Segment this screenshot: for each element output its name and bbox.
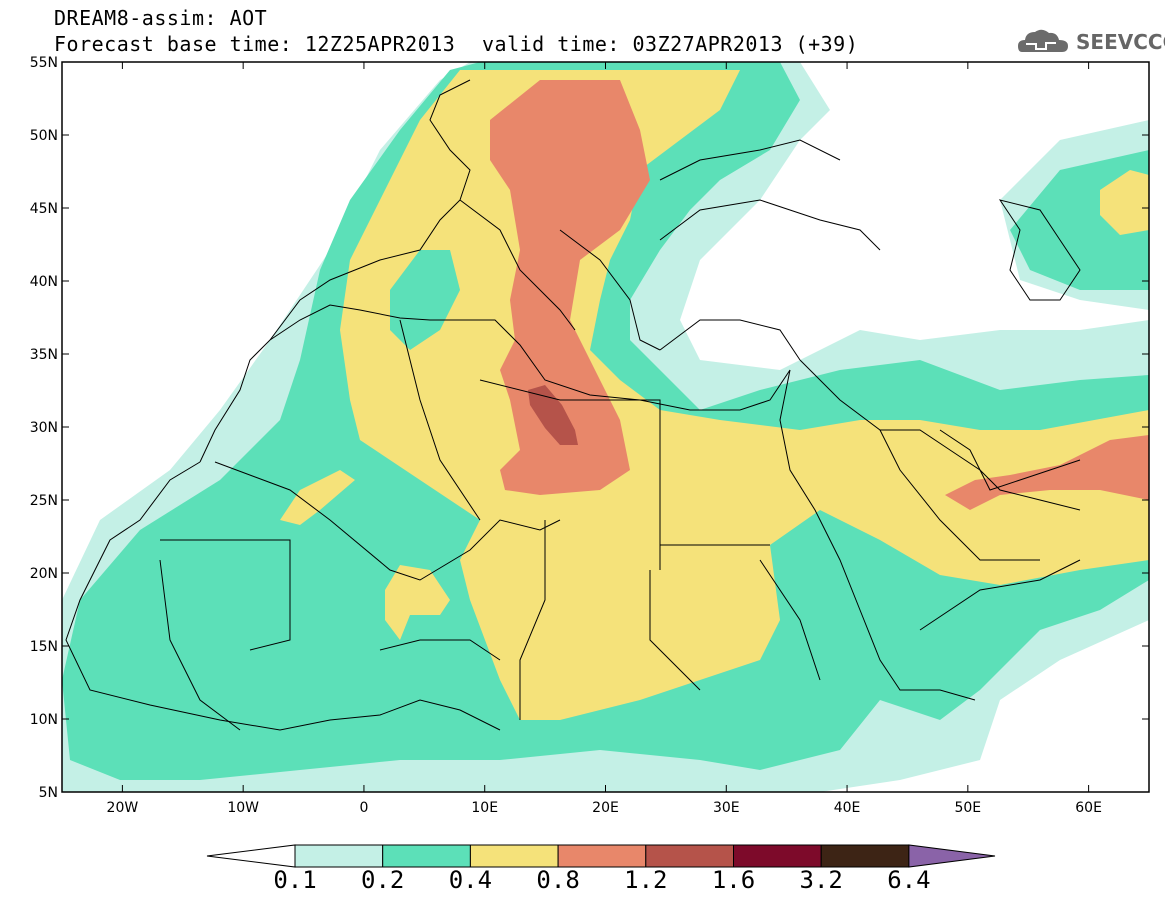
aot-contour-04-west bbox=[280, 470, 355, 525]
colorbar-segment bbox=[645, 844, 734, 868]
colorbar-segment bbox=[733, 844, 822, 868]
lat-label: 20N bbox=[30, 566, 58, 582]
lat-label: 35N bbox=[30, 347, 58, 363]
aot-contour-12 bbox=[528, 385, 578, 445]
colorbar-labels: 0.1 0.2 0.4 0.8 1.2 1.6 3.2 6.4 bbox=[0, 866, 1165, 896]
colorbar-label: 0.4 bbox=[448, 866, 493, 894]
colorbar bbox=[206, 844, 996, 868]
colorbar-over-arrow bbox=[908, 844, 996, 868]
colorbar-label: 1.2 bbox=[624, 866, 668, 894]
aot-field bbox=[62, 62, 1149, 792]
lat-label: 30N bbox=[30, 420, 58, 436]
aot-contour-08-gulf bbox=[945, 435, 1149, 510]
colorbar-segment bbox=[382, 844, 471, 868]
lat-label: 5N bbox=[39, 785, 58, 801]
logo-text: SEEVCCC bbox=[1076, 30, 1165, 54]
lat-label: 25N bbox=[30, 493, 58, 509]
lon-label: 30E bbox=[713, 800, 740, 816]
lon-label: 0 bbox=[359, 800, 368, 816]
lat-label: 40N bbox=[30, 274, 58, 290]
colorbar-segment bbox=[294, 844, 384, 868]
coastlines bbox=[65, 79, 1081, 731]
colorbar-under-arrow bbox=[206, 844, 296, 868]
lon-label: 10E bbox=[471, 800, 498, 816]
colorbar-segment bbox=[557, 844, 647, 868]
lon-label: 50E bbox=[954, 800, 981, 816]
lon-label: 20W bbox=[107, 800, 139, 816]
lon-label: 60E bbox=[1075, 800, 1102, 816]
lat-label: 50N bbox=[30, 128, 58, 144]
lat-label: 10N bbox=[30, 712, 58, 728]
forecast-base-time: Forecast base time: 12Z25APR2013 bbox=[54, 32, 456, 56]
colorbar-segment bbox=[820, 844, 910, 868]
colorbar-label: 3.2 bbox=[799, 866, 843, 894]
colorbar-label: 1.6 bbox=[711, 866, 756, 894]
lon-label: 20E bbox=[592, 800, 619, 816]
lat-label: 55N bbox=[30, 55, 58, 71]
axis-ticks: 55N 50N 45N 40N 35N 30N 25N 20N 15N 10N 5N 20W 10W 0 1… bbox=[30, 55, 1149, 816]
colorbar-label: 0.1 bbox=[273, 866, 317, 894]
aot-hole-med bbox=[390, 250, 460, 350]
cloud-logo-icon bbox=[1018, 29, 1068, 52]
colorbar-segment bbox=[469, 844, 559, 868]
aot-contour-04-sahel bbox=[385, 565, 450, 640]
lat-label: 15N bbox=[30, 639, 58, 655]
lon-label: 40E bbox=[834, 800, 861, 816]
colorbar-label: 0.2 bbox=[361, 866, 405, 894]
lat-label: 45N bbox=[30, 201, 58, 217]
colorbar-label: 0.8 bbox=[536, 866, 580, 894]
model-title: DREAM8-assim: AOT bbox=[54, 6, 268, 30]
aot-contour-04-caspian bbox=[1100, 170, 1149, 235]
colorbar-label: 6.4 bbox=[887, 866, 931, 894]
lon-label: 10W bbox=[227, 800, 259, 816]
valid-time: valid time: 03Z27APR2013 (+39) bbox=[482, 32, 859, 56]
